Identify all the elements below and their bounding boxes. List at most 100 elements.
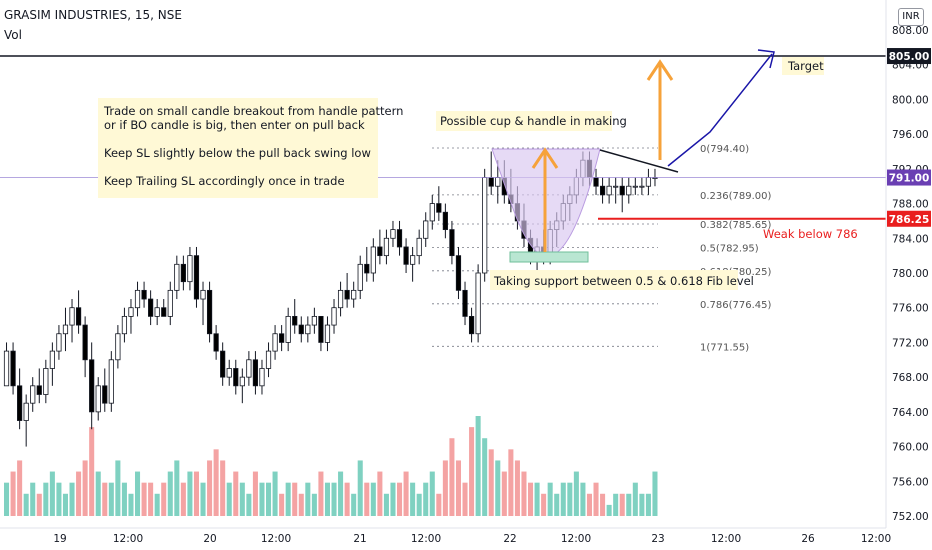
volume-bar	[148, 482, 154, 516]
candle-body	[442, 211, 448, 231]
volume-bar	[508, 449, 514, 516]
price-label-box	[887, 48, 931, 65]
trade-note-line: Keep Trailing SL accordingly once in tra…	[104, 174, 345, 188]
candle-body	[180, 263, 186, 283]
volume-bar	[364, 482, 370, 516]
candle-body	[17, 385, 23, 421]
volume-bar	[318, 471, 324, 516]
price-label-box	[887, 210, 931, 227]
support-label-box	[490, 270, 738, 290]
volume-bar	[128, 493, 134, 516]
currency-badge[interactable]: INR	[898, 8, 924, 26]
candle-body	[396, 229, 403, 248]
volume-bar	[469, 427, 475, 516]
volume-bar	[580, 482, 586, 516]
x-tick-label: 12:00	[113, 533, 143, 545]
volume-bar	[167, 471, 173, 516]
volume-bar	[239, 482, 245, 516]
candle-body	[75, 307, 82, 326]
volume-bar	[213, 449, 219, 516]
candle-body	[488, 177, 494, 187]
volume-bar	[534, 482, 540, 516]
y-tick-label: 788.00	[892, 199, 929, 211]
target-arrow-head	[646, 59, 674, 81]
volume-bar	[410, 482, 416, 516]
candle-body	[318, 315, 324, 343]
volume-bar	[331, 482, 337, 516]
volume-bar	[43, 482, 49, 516]
candle-body	[606, 185, 612, 196]
volume-bar	[482, 438, 488, 516]
volume-bar	[560, 482, 566, 516]
trade-note-line: Trade on small candle breakout from hand…	[103, 104, 403, 118]
candle-body	[645, 177, 652, 187]
candle-body	[95, 385, 101, 413]
fib-label: 0.382(785.65)	[700, 220, 772, 231]
x-tick-label: 12:00	[261, 533, 291, 545]
y-tick-label: 772.00	[892, 337, 929, 349]
volume-bar	[593, 482, 599, 516]
volume-bar	[442, 460, 448, 516]
candle-body	[370, 246, 376, 274]
x-tick-label: 12:00	[861, 533, 891, 545]
volume-bar	[10, 471, 16, 516]
candle-body	[134, 289, 141, 309]
x-tick-label: 12:00	[411, 533, 441, 545]
volume-bar	[514, 460, 520, 516]
candle-body	[206, 289, 213, 335]
volume-bar	[600, 493, 606, 516]
volume-bar	[30, 482, 36, 516]
volume-bar	[351, 493, 357, 516]
volume-bar	[547, 482, 553, 516]
volume-bar	[23, 493, 29, 516]
volume-bar	[397, 482, 403, 516]
candle-body	[279, 333, 285, 343]
volume-bar	[108, 482, 114, 516]
volume-bar	[377, 471, 383, 516]
target-label-box	[782, 57, 824, 75]
volume-bar	[429, 471, 435, 516]
fib-label: 0.236(789.00)	[700, 191, 772, 202]
target-path-arrow	[667, 53, 773, 167]
volume-bar	[416, 493, 422, 516]
candle-body	[252, 359, 259, 387]
candle-body	[128, 307, 134, 317]
candle-body	[220, 350, 226, 378]
candle-body	[462, 289, 468, 317]
volume-bar	[639, 493, 645, 516]
candle-body	[69, 307, 75, 326]
candle-body	[187, 255, 193, 283]
candle-body	[10, 350, 16, 387]
y-tick-label: 752.00	[892, 511, 929, 523]
volume-bar	[4, 482, 10, 516]
x-tick-label: 22	[503, 533, 516, 545]
volume-bar	[141, 482, 147, 516]
y-tick-label: 768.00	[892, 372, 929, 384]
volume-bar	[338, 471, 344, 516]
candle-body	[89, 359, 95, 413]
volume-bar	[62, 493, 68, 516]
volume-bar	[298, 493, 304, 516]
candle-body	[167, 289, 173, 317]
candle-body	[298, 324, 304, 335]
volume-bar	[180, 482, 186, 516]
volume-bar	[233, 471, 239, 516]
candle-body	[56, 333, 62, 352]
candle-body	[331, 307, 337, 326]
candle-body	[200, 289, 206, 300]
volume-bar	[455, 460, 461, 516]
fib-label: 1(771.55)	[700, 342, 749, 353]
price-label-text: 791.00	[889, 173, 930, 185]
x-tick-label: 12:00	[561, 533, 591, 545]
candle-body	[174, 263, 180, 291]
volume-bar	[475, 416, 481, 516]
volume-bar	[645, 493, 651, 516]
candle-body	[233, 368, 239, 387]
y-tick-label: 784.00	[892, 233, 929, 245]
fib-label: 0(794.40)	[700, 144, 749, 155]
y-tick-label: 776.00	[892, 303, 929, 315]
candle-body	[383, 237, 390, 257]
y-tick-label: 760.00	[892, 442, 929, 454]
